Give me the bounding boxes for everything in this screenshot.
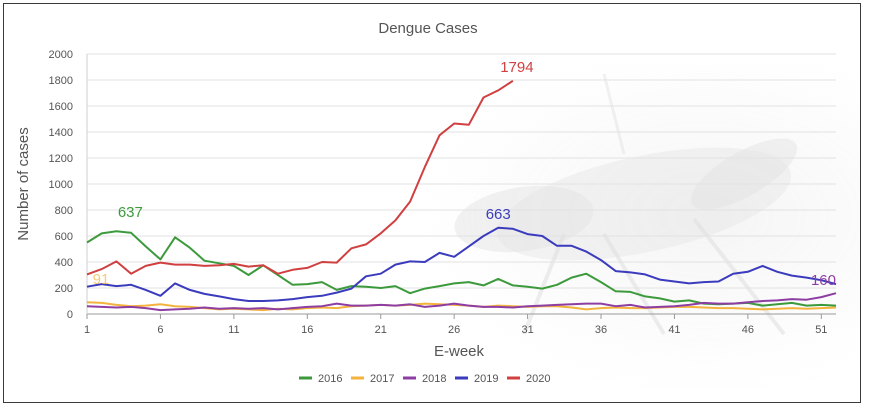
annotation-2018: 160 bbox=[811, 272, 836, 289]
y-tick-label: 400 bbox=[55, 257, 73, 269]
x-tick-label: 6 bbox=[157, 324, 163, 336]
legend-label: 2016 bbox=[318, 373, 342, 385]
gridlines bbox=[86, 53, 836, 315]
y-tick-label: 1800 bbox=[49, 75, 73, 87]
series-line-2020 bbox=[86, 79, 514, 276]
dengue-line-chart: Dengue Cases 020040060080010001200140016… bbox=[15, 20, 860, 402]
x-axis-label: E-week bbox=[434, 343, 485, 360]
legend-item-2017[interactable]: 2017 bbox=[351, 373, 394, 385]
y-tick-label: 2000 bbox=[49, 49, 73, 61]
x-tick-label: 51 bbox=[815, 324, 827, 336]
chart-container: Dengue Cases 0 200 400 600 800 1000 1200 1400 16… bbox=[3, 3, 861, 403]
legend-label: 2020 bbox=[526, 373, 550, 385]
legend-item-2018[interactable]: 2018 bbox=[403, 373, 446, 385]
annotation-2017: 91 bbox=[93, 271, 110, 288]
annotation-2016: 637 bbox=[118, 204, 143, 221]
series-lines bbox=[86, 79, 837, 312]
background-mosquito-image bbox=[304, 64, 860, 402]
x-tick-label: 1 bbox=[84, 324, 90, 336]
legend-label: 2018 bbox=[422, 373, 446, 385]
y-tick-label: 1200 bbox=[49, 153, 73, 165]
x-axis-ticks: 1 6 11 16 21 26 31 36 41 46 51 bbox=[84, 314, 827, 336]
y-tick-label: 800 bbox=[55, 205, 73, 217]
y-tick-label: 200 bbox=[55, 283, 73, 295]
annotation-2019: 663 bbox=[486, 206, 511, 223]
x-tick-label: 26 bbox=[448, 324, 460, 336]
series-line-2018 bbox=[86, 292, 837, 312]
legend-item-2016[interactable]: 2016 bbox=[299, 373, 342, 385]
y-axis-ticks: 0 200 400 600 800 1000 1200 1400 1600 1800 2000 bbox=[49, 49, 73, 321]
y-tick-label: 0 bbox=[67, 309, 73, 321]
data-annotations: 637 91 663 1794 160 bbox=[93, 59, 836, 289]
x-tick-label: 46 bbox=[742, 324, 754, 336]
legend: 2016 2017 2018 2019 2020 bbox=[299, 373, 550, 385]
x-tick-label: 11 bbox=[228, 324, 239, 336]
x-tick-label: 36 bbox=[595, 324, 607, 336]
x-tick-label: 31 bbox=[521, 324, 533, 336]
legend-item-2019[interactable]: 2019 bbox=[455, 373, 498, 385]
y-tick-label: 1400 bbox=[49, 127, 73, 139]
chart-title: Dengue Cases bbox=[378, 20, 477, 37]
series-line-2019 bbox=[86, 226, 837, 302]
x-tick-label: 41 bbox=[668, 324, 680, 336]
x-tick-label: 16 bbox=[301, 324, 313, 336]
x-tick-label: 21 bbox=[375, 324, 387, 336]
legend-item-2020[interactable]: 2020 bbox=[507, 373, 550, 385]
y-tick-label: 1600 bbox=[49, 101, 73, 113]
legend-label: 2017 bbox=[370, 373, 394, 385]
y-tick-label: 600 bbox=[55, 231, 73, 243]
y-axis-label: Number of cases bbox=[15, 127, 32, 240]
annotation-2020: 1794 bbox=[500, 59, 533, 76]
legend-label: 2019 bbox=[474, 373, 498, 385]
y-tick-label: 1000 bbox=[49, 179, 73, 191]
